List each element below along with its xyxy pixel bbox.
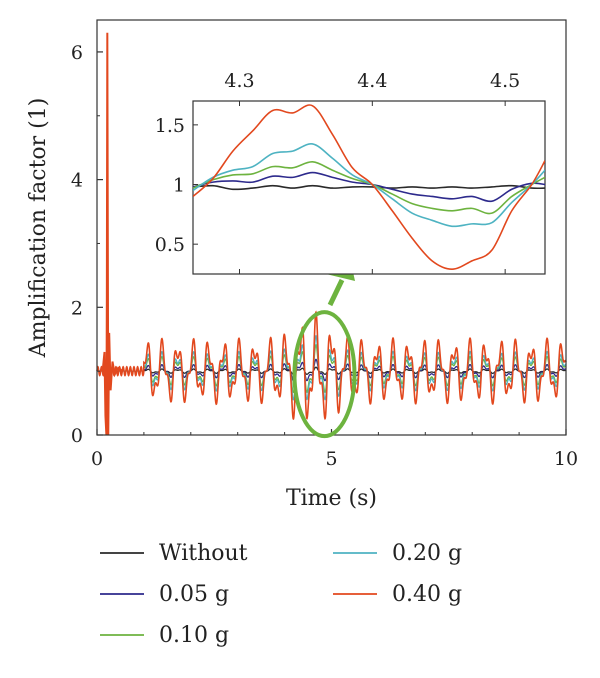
y-tick-label: 0 bbox=[71, 425, 83, 447]
legend-label: 0.10 g bbox=[159, 623, 229, 648]
series-line-0-10-g bbox=[96, 344, 567, 394]
inset-x-tick-label: 4.4 bbox=[357, 70, 387, 92]
inset-line-0-40-g bbox=[193, 104, 545, 271]
spike-line bbox=[101, 32, 124, 436]
inset-y-tick-label: 0.5 bbox=[155, 234, 185, 256]
legend-label: 0.40 g bbox=[392, 582, 462, 607]
series-line-0-40-g bbox=[96, 310, 567, 421]
legend-label: 0.05 g bbox=[159, 582, 229, 607]
y-tick-label: 4 bbox=[71, 170, 83, 192]
series-line-0-20-g bbox=[96, 334, 567, 401]
legend-label: Without bbox=[159, 541, 248, 566]
inset-x-tick-label: 4.5 bbox=[490, 70, 520, 92]
series-line-without bbox=[96, 366, 567, 375]
inset-x-tick-label: 4.3 bbox=[224, 70, 254, 92]
highlight-ellipse bbox=[292, 310, 357, 439]
series-line-0-05-g bbox=[96, 358, 567, 382]
y-tick-label: 2 bbox=[71, 297, 83, 319]
legend-label: 0.20 g bbox=[392, 541, 462, 566]
y-tick-label: 6 bbox=[71, 42, 83, 64]
inset-line-without bbox=[193, 184, 545, 191]
inset-y-tick-label: 1.5 bbox=[155, 115, 185, 137]
inset-y-tick-label: 1 bbox=[173, 175, 185, 197]
x-axis-title: Time (s) bbox=[286, 486, 377, 511]
y-axis-title: Amplification factor (1) bbox=[26, 98, 51, 359]
x-tick-label: 0 bbox=[91, 448, 103, 470]
x-tick-label: 10 bbox=[554, 448, 578, 470]
x-tick-label: 5 bbox=[325, 448, 337, 470]
arrow-shaft bbox=[327, 278, 345, 307]
